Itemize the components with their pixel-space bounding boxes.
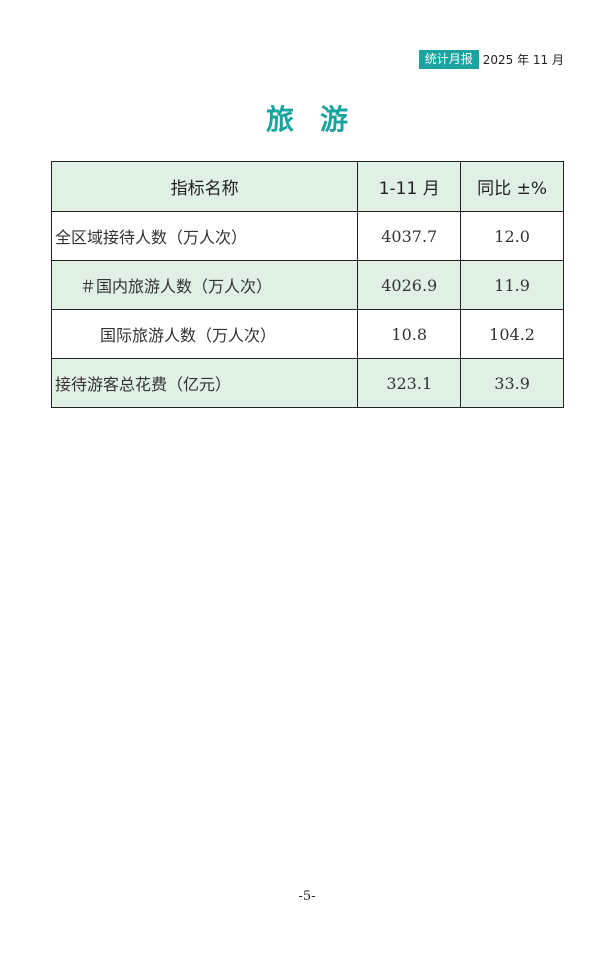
row-value: 4037.7 bbox=[357, 211, 462, 261]
report-badge: 统计月报 bbox=[418, 50, 479, 69]
row-yoy: 12.0 bbox=[460, 211, 564, 261]
page-title: 旅游 bbox=[265, 103, 374, 136]
report-date: 2025 年 11 月 bbox=[482, 53, 564, 67]
row-value: 10.8 bbox=[357, 309, 462, 359]
column-header-yoy: 同比 ±% bbox=[460, 161, 564, 212]
table-header-row: 指标名称 1-11 月 同比 ±% bbox=[50, 161, 564, 212]
column-header-period: 1-11 月 bbox=[357, 161, 462, 212]
table-row: 国际旅游人数（万人次） 10.8 104.2 bbox=[50, 309, 564, 359]
row-yoy: 11.9 bbox=[460, 260, 564, 310]
row-value: 4026.9 bbox=[357, 260, 462, 310]
row-name: 全区域接待人数（万人次） bbox=[50, 211, 359, 261]
column-header-name: 指标名称 bbox=[50, 161, 359, 212]
table-row: 全区域接待人数（万人次） 4037.7 12.0 bbox=[50, 211, 564, 261]
row-yoy: 33.9 bbox=[460, 358, 564, 408]
row-name: 国际旅游人数（万人次） bbox=[50, 309, 359, 359]
row-yoy: 104.2 bbox=[460, 309, 564, 359]
report-header: 统计月报 2025 年 11 月 bbox=[418, 50, 564, 69]
row-name: 接待游客总花费（亿元） bbox=[50, 358, 359, 408]
row-value: 323.1 bbox=[357, 358, 462, 408]
row-name: ＃国内旅游人数（万人次） bbox=[50, 260, 359, 310]
tourism-table: 指标名称 1-11 月 同比 ±% 全区域接待人数（万人次） 4037.7 12… bbox=[50, 161, 564, 408]
table-row: ＃国内旅游人数（万人次） 4026.9 11.9 bbox=[50, 260, 564, 310]
table-row: 接待游客总花费（亿元） 323.1 33.9 bbox=[50, 358, 564, 408]
page-number: -5- bbox=[298, 889, 316, 904]
